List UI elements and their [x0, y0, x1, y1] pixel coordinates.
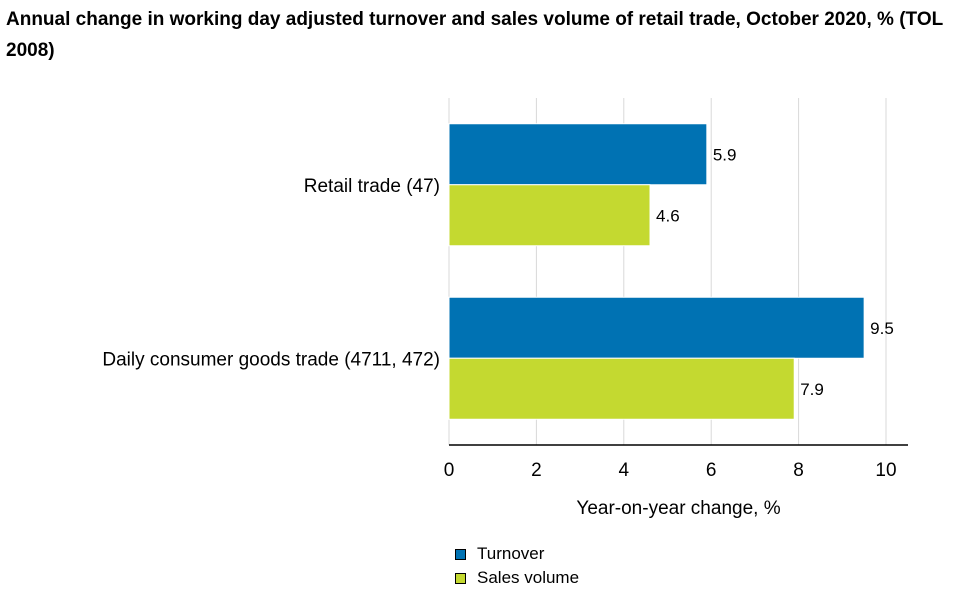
bar-sales-volume-1 [448, 357, 795, 420]
data-label: 5.9 [713, 145, 737, 164]
category-label: Daily consumer goods trade (4711, 472) [102, 349, 440, 370]
category-label: Retail trade (47) [304, 176, 440, 197]
bar-turnover-0 [448, 123, 708, 186]
category-labels: Retail trade (47) Daily consumer goods tr… [102, 176, 440, 371]
data-label: 7.9 [800, 380, 824, 399]
x-tick-label: 4 [619, 460, 630, 481]
x-axis-title: Year-on-year change, % [576, 498, 780, 519]
data-labels: 5.9 4.6 9.5 7.9 [656, 145, 894, 399]
legend: Turnover Sales volume [455, 542, 579, 590]
legend-label: Sales volume [477, 568, 580, 587]
legend-swatch [455, 548, 466, 560]
bars [448, 123, 865, 420]
bar-sales-volume-0 [448, 184, 651, 247]
legend-swatch [455, 572, 466, 584]
x-tick-label: 8 [793, 460, 804, 481]
x-tick-labels: 0 2 4 6 8 10 [444, 460, 897, 481]
chart-title: Annual change in working day adjusted tu… [6, 9, 943, 61]
bar-turnover-1 [448, 296, 865, 359]
bar-chart: 5.9 4.6 9.5 7.9 Retail trade (47) Daily cons… [102, 98, 908, 519]
x-tick-label: 6 [706, 460, 717, 481]
x-tick-label: 10 [875, 460, 896, 481]
legend-item-sales-volume: Sales volume [455, 566, 579, 590]
legend-label: Turnover [477, 544, 545, 563]
data-label: 9.5 [870, 319, 894, 338]
x-tick-label: 0 [444, 460, 455, 481]
legend-item-turnover: Turnover [455, 542, 579, 566]
x-tick-label: 2 [531, 460, 542, 481]
data-label: 4.6 [656, 206, 680, 225]
